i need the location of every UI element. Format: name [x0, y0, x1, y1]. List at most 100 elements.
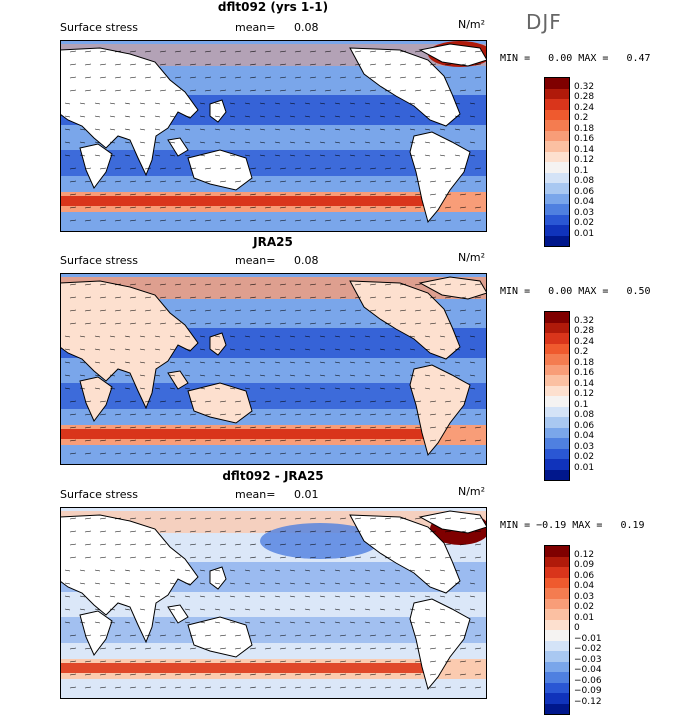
max-value: 0.19 — [620, 520, 645, 531]
max-value: 0.50 — [626, 286, 651, 297]
colorbar-tick-label: 0.02 — [574, 218, 595, 228]
colorbar-tick-label: 0.1 — [574, 399, 589, 410]
colorbar-segment — [545, 693, 569, 704]
colorbar-tick-label: 0.04 — [574, 197, 595, 207]
colorbar-segment — [545, 546, 569, 557]
colorbar-tick-label: 0.2 — [574, 113, 589, 123]
colorbar-tick-label: 0.14 — [574, 378, 595, 389]
colorbar-tick-label: 0.06 — [574, 420, 595, 431]
colorbar-segment — [545, 130, 569, 141]
colorbar-tick-label: 0.14 — [574, 144, 595, 155]
colorbar-segment — [545, 354, 569, 365]
colorbar-tick-label: −0.04 — [574, 665, 602, 675]
colorbar-tick-label: 0.24 — [574, 102, 595, 113]
units-label: N/m² — [458, 251, 486, 264]
colorbar-segment — [545, 459, 569, 470]
colorbar-segment — [545, 619, 569, 630]
colorbar-segment — [545, 651, 569, 662]
colorbar-tick-label: 0.12 — [574, 389, 595, 399]
colorbar-segment — [545, 556, 569, 567]
colorbar-segment — [545, 588, 569, 599]
colorbar-tick-label: 0.12 — [574, 155, 595, 165]
variable-label: Surface stress — [60, 488, 138, 501]
mean-value: 0.08 — [294, 254, 319, 267]
colorbar-tick-label: 0.18 — [574, 357, 595, 368]
colorbar-tick-label: 0.06 — [574, 186, 595, 197]
colorbar-segment — [545, 343, 569, 354]
colorbar-tick-label: 0.08 — [574, 410, 595, 420]
max-value: 0.47 — [626, 53, 651, 64]
colorbar-segment — [545, 88, 569, 99]
colorbar-tick-label: 0.01 — [574, 462, 595, 473]
colorbar-segment — [545, 162, 569, 173]
min-value: 0.00 — [548, 286, 573, 297]
variable-label: Surface stress — [60, 21, 138, 34]
colorbar-segment — [545, 469, 569, 480]
colorbar-tick-label: 0.06 — [574, 570, 595, 581]
colorbar-segment — [545, 630, 569, 641]
colorbar-tick-label: 0.1 — [574, 165, 589, 176]
colorbar-segment — [545, 609, 569, 620]
stress-map — [60, 507, 487, 699]
colorbar-tick-label: 0.16 — [574, 368, 595, 378]
mean-label: mean= — [235, 254, 276, 267]
colorbar-tick-label: 0.03 — [574, 591, 595, 602]
colorbar-segment — [545, 375, 569, 386]
min-label: MIN = — [500, 53, 531, 64]
colorbar-tick-label: 0.02 — [574, 452, 595, 462]
colorbar-segment — [545, 172, 569, 183]
min-label: MIN = — [500, 286, 531, 297]
colorbar-tick-label: 0.08 — [574, 176, 595, 186]
units-label: N/m² — [458, 485, 486, 498]
colorbar-tick-label: 0.04 — [574, 431, 595, 441]
mean-value: 0.08 — [294, 21, 319, 34]
mean-label: mean= — [235, 21, 276, 34]
max-label: MAX = — [578, 286, 609, 297]
panel-title: dflt092 - JRA25 — [222, 469, 324, 483]
colorbar-segment — [545, 151, 569, 162]
max-label: MAX = — [572, 520, 603, 531]
colorbar-tick-label: 0.03 — [574, 207, 595, 218]
min-label: MIN = — [500, 520, 531, 531]
colorbar-segment — [545, 567, 569, 578]
colorbar-tick-label: −0.12 — [574, 696, 602, 707]
colorbar-segment — [545, 682, 569, 693]
colorbar-segment — [545, 183, 569, 194]
colorbar-tick-label: 0.04 — [574, 581, 595, 591]
colorbar-segment — [545, 577, 569, 588]
colorbar-segment — [545, 438, 569, 449]
stress-map — [60, 273, 487, 465]
colorbar-segment — [545, 661, 569, 672]
colorbar-tick-label: 0.28 — [574, 92, 595, 102]
units-label: N/m² — [458, 18, 486, 31]
colorbar-segment — [545, 193, 569, 204]
min-value: −0.19 — [536, 520, 567, 531]
colorbar-segment — [545, 109, 569, 120]
mean-label: mean= — [235, 488, 276, 501]
colorbar — [544, 545, 570, 715]
colorbar-segment — [545, 406, 569, 417]
panel-reanalysis: JRA25 Surface stress mean= 0.08 N/m² MIN… — [0, 233, 700, 481]
colorbar-tick-label: −0.09 — [574, 686, 602, 696]
colorbar-tick-label: 0.16 — [574, 134, 595, 144]
colorbar-tick-label: 0.18 — [574, 123, 595, 134]
colorbar-segment — [545, 640, 569, 651]
colorbar-tick-label: 0.28 — [574, 326, 595, 336]
colorbar — [544, 311, 570, 481]
colorbar-tick-label: 0.12 — [574, 549, 595, 560]
colorbar-tick-label: 0.02 — [574, 602, 595, 612]
colorbar-segment — [545, 99, 569, 110]
colorbar-tick-label: 0.01 — [574, 228, 595, 239]
season-label: DJF — [526, 10, 562, 34]
colorbar-tick-label: 0.01 — [574, 612, 595, 623]
colorbar-tick-label: 0 — [574, 623, 580, 633]
panel-title: JRA25 — [253, 235, 293, 249]
colorbar-segment — [545, 672, 569, 683]
colorbar-tick-label: 0.32 — [574, 81, 595, 92]
min-max-readout: MIN = −0.19 MAX = 0.19 — [500, 520, 645, 531]
colorbar-segment — [545, 385, 569, 396]
min-max-readout: MIN = 0.00 MAX = 0.50 — [500, 286, 651, 297]
colorbar-tick-label: −0.02 — [574, 644, 602, 654]
panel-title: dflt092 (yrs 1-1) — [217, 0, 329, 14]
colorbar-segment — [545, 396, 569, 407]
